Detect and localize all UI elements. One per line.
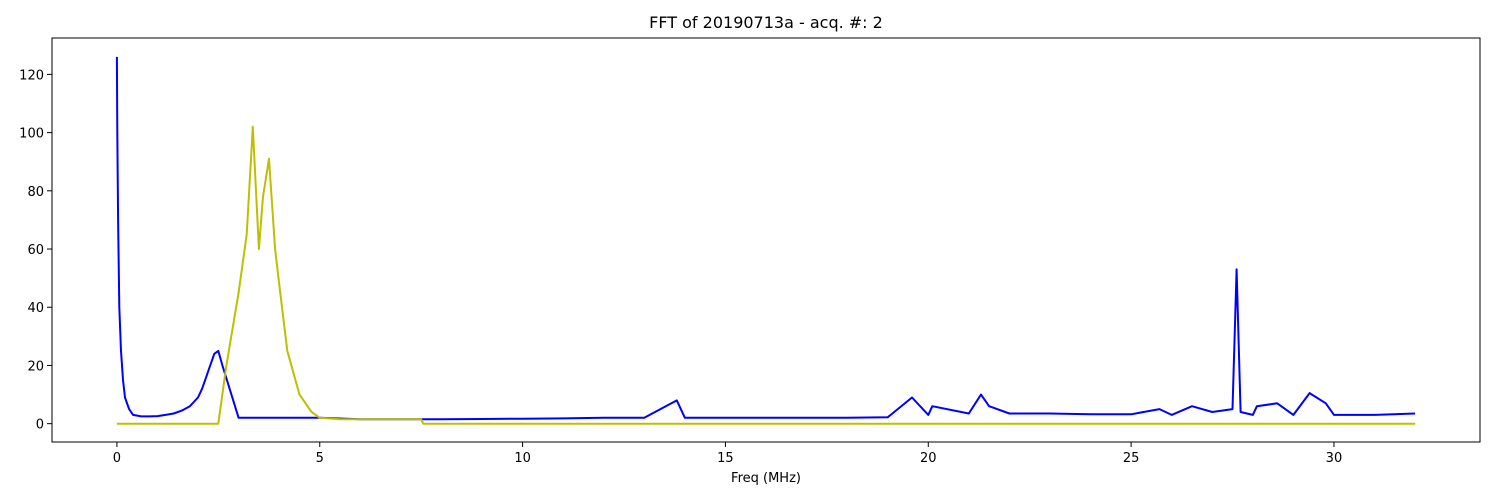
x-tick-label: 20 bbox=[920, 451, 937, 466]
chart-title: FFT of 20190713a - acq. #: 2 bbox=[649, 13, 883, 32]
plot-frame bbox=[51, 37, 1481, 443]
series-line-1 bbox=[115, 56, 1416, 421]
x-tick-label: 0 bbox=[113, 451, 121, 466]
y-tick-label: 40 bbox=[27, 301, 44, 316]
y-axis: 0 20 40 60 80 100 120 bbox=[19, 68, 52, 433]
y-tick-label: 60 bbox=[27, 243, 44, 258]
y-tick-label: 0 bbox=[36, 418, 44, 433]
x-tick-label: 30 bbox=[1326, 451, 1343, 466]
y-tick-label: 120 bbox=[19, 68, 44, 83]
y-tick-label: 80 bbox=[27, 185, 44, 200]
y-tick-label: 20 bbox=[27, 359, 44, 374]
y-tick-label: 100 bbox=[19, 127, 44, 142]
x-axis: 0 5 10 15 20 25 30 bbox=[113, 442, 1342, 466]
x-tick-label: 5 bbox=[316, 451, 324, 466]
plot-lines bbox=[115, 56, 1416, 425]
x-tick-label: 10 bbox=[514, 451, 531, 466]
x-tick-label: 15 bbox=[717, 451, 734, 466]
series-line-2 bbox=[116, 125, 1416, 425]
x-tick-label: 25 bbox=[1123, 451, 1140, 466]
x-axis-label: Freq (MHz) bbox=[731, 471, 801, 486]
